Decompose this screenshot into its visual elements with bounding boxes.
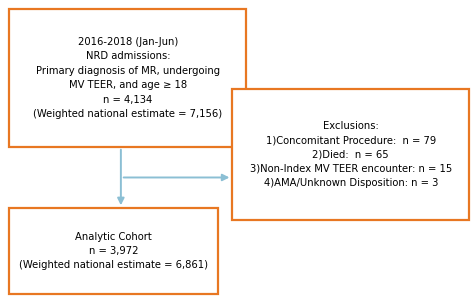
FancyBboxPatch shape — [9, 208, 218, 294]
Text: Exclusions:
1)Concomitant Procedure:  n = 79
2)Died:  n = 65
3)Non-Index MV TEER: Exclusions: 1)Concomitant Procedure: n =… — [250, 121, 452, 188]
FancyBboxPatch shape — [9, 9, 246, 147]
Text: 2016-2018 (Jan-Jun)
NRD admissions:
Primary diagnosis of MR, undergoing
MV TEER,: 2016-2018 (Jan-Jun) NRD admissions: Prim… — [34, 37, 222, 119]
Text: Analytic Cohort
n = 3,972
(Weighted national estimate = 6,861): Analytic Cohort n = 3,972 (Weighted nati… — [19, 232, 208, 270]
FancyBboxPatch shape — [232, 89, 469, 220]
